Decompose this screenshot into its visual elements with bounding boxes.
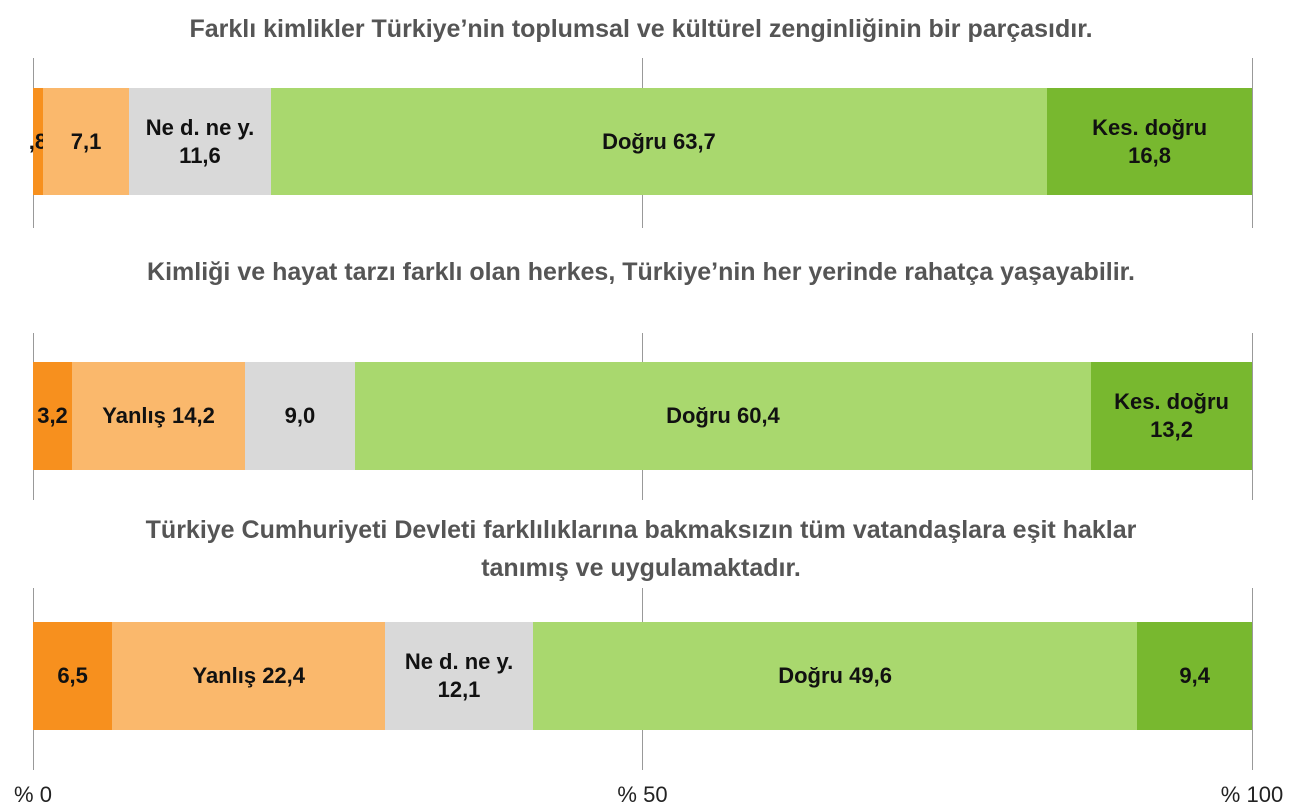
data-label: Doğru 49,6 <box>778 663 892 688</box>
data-label: 6,5 <box>57 663 88 688</box>
bar-segment: Ne d. ne y. 11,6 <box>129 88 271 195</box>
bar-segment: Kes. doğru 13,2 <box>1091 362 1252 470</box>
bar-segment: Yanlış 14,2 <box>72 362 246 470</box>
data-label: Yanlış 14,2 <box>102 403 215 428</box>
data-label: Doğru 63,7 <box>602 128 716 154</box>
bar-segment: Doğru 63,7 <box>270 88 1048 195</box>
data-label: Doğru 60,4 <box>666 403 780 428</box>
data-label: 3,2 <box>37 403 68 428</box>
bar-segment: 3,2 <box>33 362 72 470</box>
bar-title: Türkiye Cumhuriyeti Devleti farklılıklar… <box>145 516 1137 582</box>
bar-segment: Doğru 49,6 <box>532 622 1138 730</box>
data-label: Kes. doğru 16,8 <box>1092 114 1208 168</box>
grid-line <box>1251 588 1253 770</box>
data-label: 7,1 <box>70 128 102 154</box>
bar-segment: Yanlış 22,4 <box>112 622 386 730</box>
data-label: 9,4 <box>1179 663 1210 688</box>
x-tick-label: % 100 <box>1220 782 1284 807</box>
data-label: Kes. doğru 13,2 <box>1114 389 1229 442</box>
x-tick-label: % 50 <box>617 782 668 807</box>
data-label: Ne d. ne y. 12,1 <box>404 649 514 702</box>
grid-line <box>1251 58 1253 228</box>
bar-segment: 7,1 <box>42 88 130 195</box>
bar-segment: Doğru 60,4 <box>354 362 1092 470</box>
bar-segment: 6,5 <box>33 622 113 730</box>
data-label: 9,0 <box>284 403 316 428</box>
x-tick-label: % 0 <box>14 782 52 807</box>
bar-segment: 9,4 <box>1137 622 1252 730</box>
bar-segment: 9,0 <box>245 362 355 470</box>
bar-segment: Kes. doğru 16,8 <box>1047 88 1252 195</box>
data-label: ,8 <box>28 128 48 154</box>
bar-title: Kimliği ve hayat tarzı farklı olan herke… <box>147 258 1135 286</box>
bar-segment: ,8 <box>29 88 47 195</box>
grid-line <box>1251 333 1253 500</box>
bar-title: Farklı kimlikler Türkiye’nin toplumsal v… <box>189 15 1093 43</box>
data-label: Ne d. ne y. 11,6 <box>145 114 255 168</box>
bar-segment: Ne d. ne y. 12,1 <box>385 622 533 730</box>
data-label: Yanlış 22,4 <box>192 663 306 688</box>
